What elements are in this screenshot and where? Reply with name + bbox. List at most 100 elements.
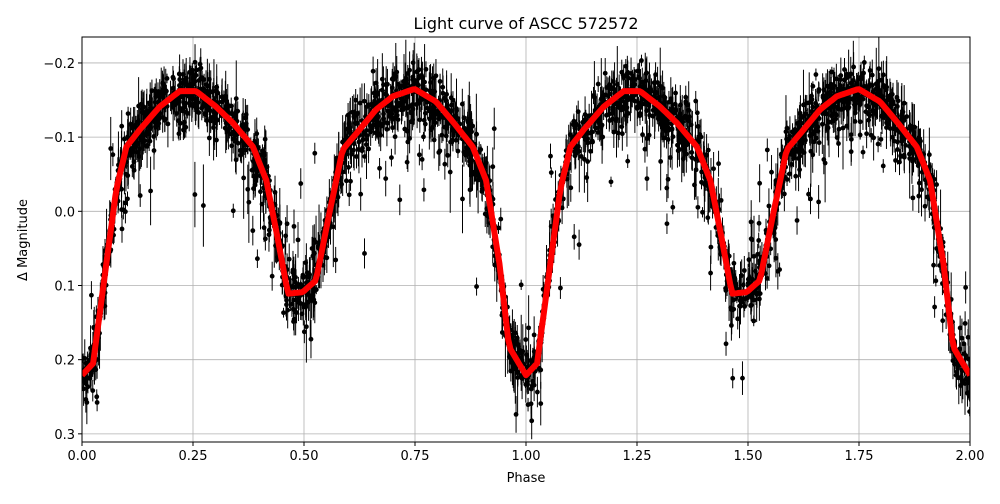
data-point	[349, 152, 354, 157]
data-point	[834, 76, 839, 81]
data-point	[391, 77, 396, 82]
data-point	[368, 129, 373, 134]
data-point	[932, 305, 937, 310]
data-point	[678, 103, 683, 108]
data-point	[410, 77, 415, 82]
data-point	[668, 96, 673, 101]
data-point	[356, 147, 361, 152]
data-point	[207, 136, 212, 141]
data-point	[444, 126, 449, 131]
data-point	[793, 174, 798, 179]
data-point	[448, 170, 453, 175]
data-point	[962, 351, 967, 356]
data-point	[202, 111, 207, 116]
data-point	[767, 204, 772, 209]
data-point	[448, 140, 453, 145]
data-point	[677, 147, 682, 152]
data-point	[934, 182, 939, 187]
data-point	[881, 115, 886, 120]
data-point	[292, 224, 297, 229]
data-point	[740, 376, 745, 381]
data-point	[809, 94, 814, 99]
data-point	[120, 227, 125, 232]
data-point	[881, 164, 886, 169]
data-point	[177, 131, 182, 136]
data-point	[187, 70, 192, 75]
data-point	[601, 96, 606, 101]
data-point	[377, 166, 382, 171]
data-point	[732, 261, 737, 266]
data-point	[549, 170, 554, 175]
data-point	[371, 69, 376, 74]
data-point	[658, 84, 663, 89]
data-point	[241, 175, 246, 180]
data-point	[385, 82, 390, 87]
data-point	[876, 142, 881, 147]
data-point	[835, 135, 840, 140]
data-point	[757, 181, 762, 186]
data-point	[258, 189, 263, 194]
data-point	[668, 155, 673, 160]
data-point	[558, 286, 563, 291]
data-point	[896, 98, 901, 103]
data-point	[110, 152, 115, 157]
data-point	[380, 88, 385, 93]
data-point	[508, 369, 513, 374]
data-point	[967, 393, 972, 398]
data-point	[86, 384, 91, 389]
data-point	[765, 148, 770, 153]
data-point	[652, 80, 657, 85]
data-point	[671, 134, 676, 139]
data-point	[724, 341, 729, 346]
data-point	[270, 274, 275, 279]
data-point	[460, 102, 465, 107]
data-point	[916, 194, 921, 199]
data-point	[454, 106, 459, 111]
data-point	[474, 284, 479, 289]
data-point	[529, 418, 534, 423]
data-point	[371, 123, 376, 128]
data-point	[673, 102, 678, 107]
data-point	[389, 155, 394, 160]
data-point	[162, 118, 167, 123]
data-point	[136, 104, 141, 109]
data-point	[687, 114, 692, 119]
data-point	[132, 159, 137, 164]
data-point	[514, 412, 519, 417]
data-point	[619, 99, 624, 104]
data-point	[874, 81, 879, 86]
data-point	[814, 136, 819, 141]
data-point	[250, 168, 255, 173]
data-point	[810, 84, 815, 89]
data-point	[403, 80, 408, 85]
data-point	[809, 109, 814, 114]
data-point	[923, 204, 928, 209]
data-point	[422, 187, 427, 192]
data-point	[795, 218, 800, 223]
data-point	[864, 103, 869, 108]
data-point	[420, 157, 425, 162]
data-point	[609, 179, 614, 184]
data-point	[402, 127, 407, 132]
data-point	[877, 78, 882, 83]
data-point	[637, 113, 642, 118]
data-point	[963, 381, 968, 386]
data-point	[757, 297, 762, 302]
data-point	[215, 91, 220, 96]
data-point	[181, 72, 186, 77]
data-point	[520, 349, 525, 354]
data-point	[492, 126, 497, 131]
data-point	[383, 176, 388, 181]
data-point	[931, 263, 936, 268]
data-point	[362, 251, 367, 256]
data-point	[153, 88, 158, 93]
data-point	[757, 221, 762, 226]
data-point	[381, 116, 386, 121]
data-point	[963, 285, 968, 290]
data-point	[573, 153, 578, 158]
data-point	[749, 220, 754, 225]
data-point	[405, 160, 410, 165]
data-point	[844, 72, 849, 77]
data-point	[867, 83, 872, 88]
